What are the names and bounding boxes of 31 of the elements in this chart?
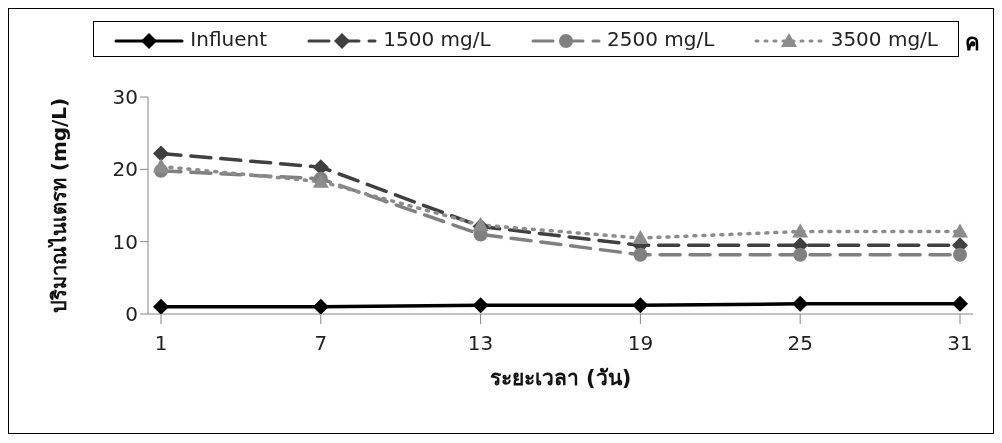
point [153, 158, 169, 173]
point [792, 295, 809, 312]
x-tick-label: 7 [314, 331, 328, 356]
x-axis-title: ระยะเวลา (วัน) [489, 366, 632, 390]
point [633, 247, 648, 262]
legend-label: 2500 mg/L [606, 27, 715, 51]
point [952, 223, 968, 238]
point [632, 297, 649, 314]
y-axis-title: ปริมาณไนเตรท (mg/L) [47, 97, 72, 314]
point [952, 295, 968, 312]
y-tick-label: 30 [112, 85, 138, 110]
y-tick-label: 0 [125, 302, 138, 327]
legend-label: Influent [189, 27, 268, 51]
point [632, 230, 649, 245]
x-tick-label: 13 [467, 331, 494, 356]
legend-label: 1500 mg/L [382, 27, 491, 51]
x-tick-label: 25 [787, 331, 813, 356]
x-tick-label: 19 [627, 331, 654, 356]
point [153, 145, 169, 162]
x-tick-label: 31 [947, 331, 973, 356]
point [953, 247, 967, 262]
legend-label: 3500 mg/L [829, 27, 938, 51]
point [793, 247, 808, 262]
point [312, 298, 329, 314]
x-tick-label: 1 [154, 331, 168, 356]
point [153, 298, 169, 314]
y-tick-label: 20 [112, 157, 138, 182]
point [792, 223, 809, 238]
text: ค [965, 29, 980, 57]
y-tick-label: 10 [112, 229, 138, 254]
point [472, 297, 489, 314]
